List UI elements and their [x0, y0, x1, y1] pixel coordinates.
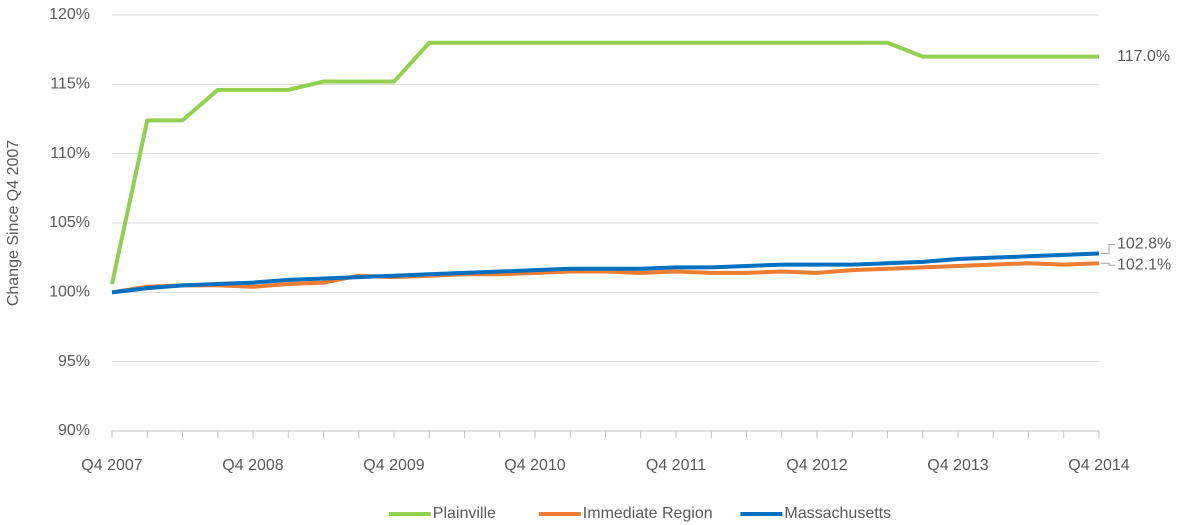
leader-line — [1101, 262, 1115, 266]
x-tick-label: Q4 2007 — [81, 457, 142, 474]
y-axis-title: Change Since Q4 2007 — [5, 140, 22, 306]
series-line — [111, 261, 1100, 295]
x-tick-label: Q4 2012 — [786, 457, 847, 474]
y-tick-label: 95% — [58, 353, 90, 370]
legend-label: Massachusetts — [784, 505, 891, 522]
y-tick-label: 115% — [50, 76, 90, 93]
x-tick-label: Q4 2009 — [363, 457, 424, 474]
data-label: 102.1% — [1117, 256, 1171, 273]
data-label: 102.8% — [1117, 236, 1171, 253]
x-tick-label: Q4 2013 — [927, 457, 988, 474]
y-tick-label: 90% — [58, 422, 90, 439]
y-tick-label: 100% — [49, 284, 90, 301]
leader-line — [1101, 244, 1115, 255]
series-line — [110, 40, 1099, 285]
y-tick-label: 105% — [49, 214, 90, 231]
y-tick-label: 110% — [50, 145, 90, 162]
legend-label: Plainville — [433, 505, 496, 522]
series-line — [111, 251, 1100, 295]
data-label: 117.0% — [1117, 48, 1170, 65]
x-tick-label: Q4 2008 — [222, 457, 283, 474]
legend-label: Immediate Region — [583, 505, 713, 522]
x-tick-label: Q4 2010 — [504, 457, 565, 474]
x-tick-label: Q4 2011 — [646, 457, 706, 474]
y-tick-label: 120% — [49, 6, 90, 23]
x-tick-label: Q4 2014 — [1068, 457, 1129, 474]
